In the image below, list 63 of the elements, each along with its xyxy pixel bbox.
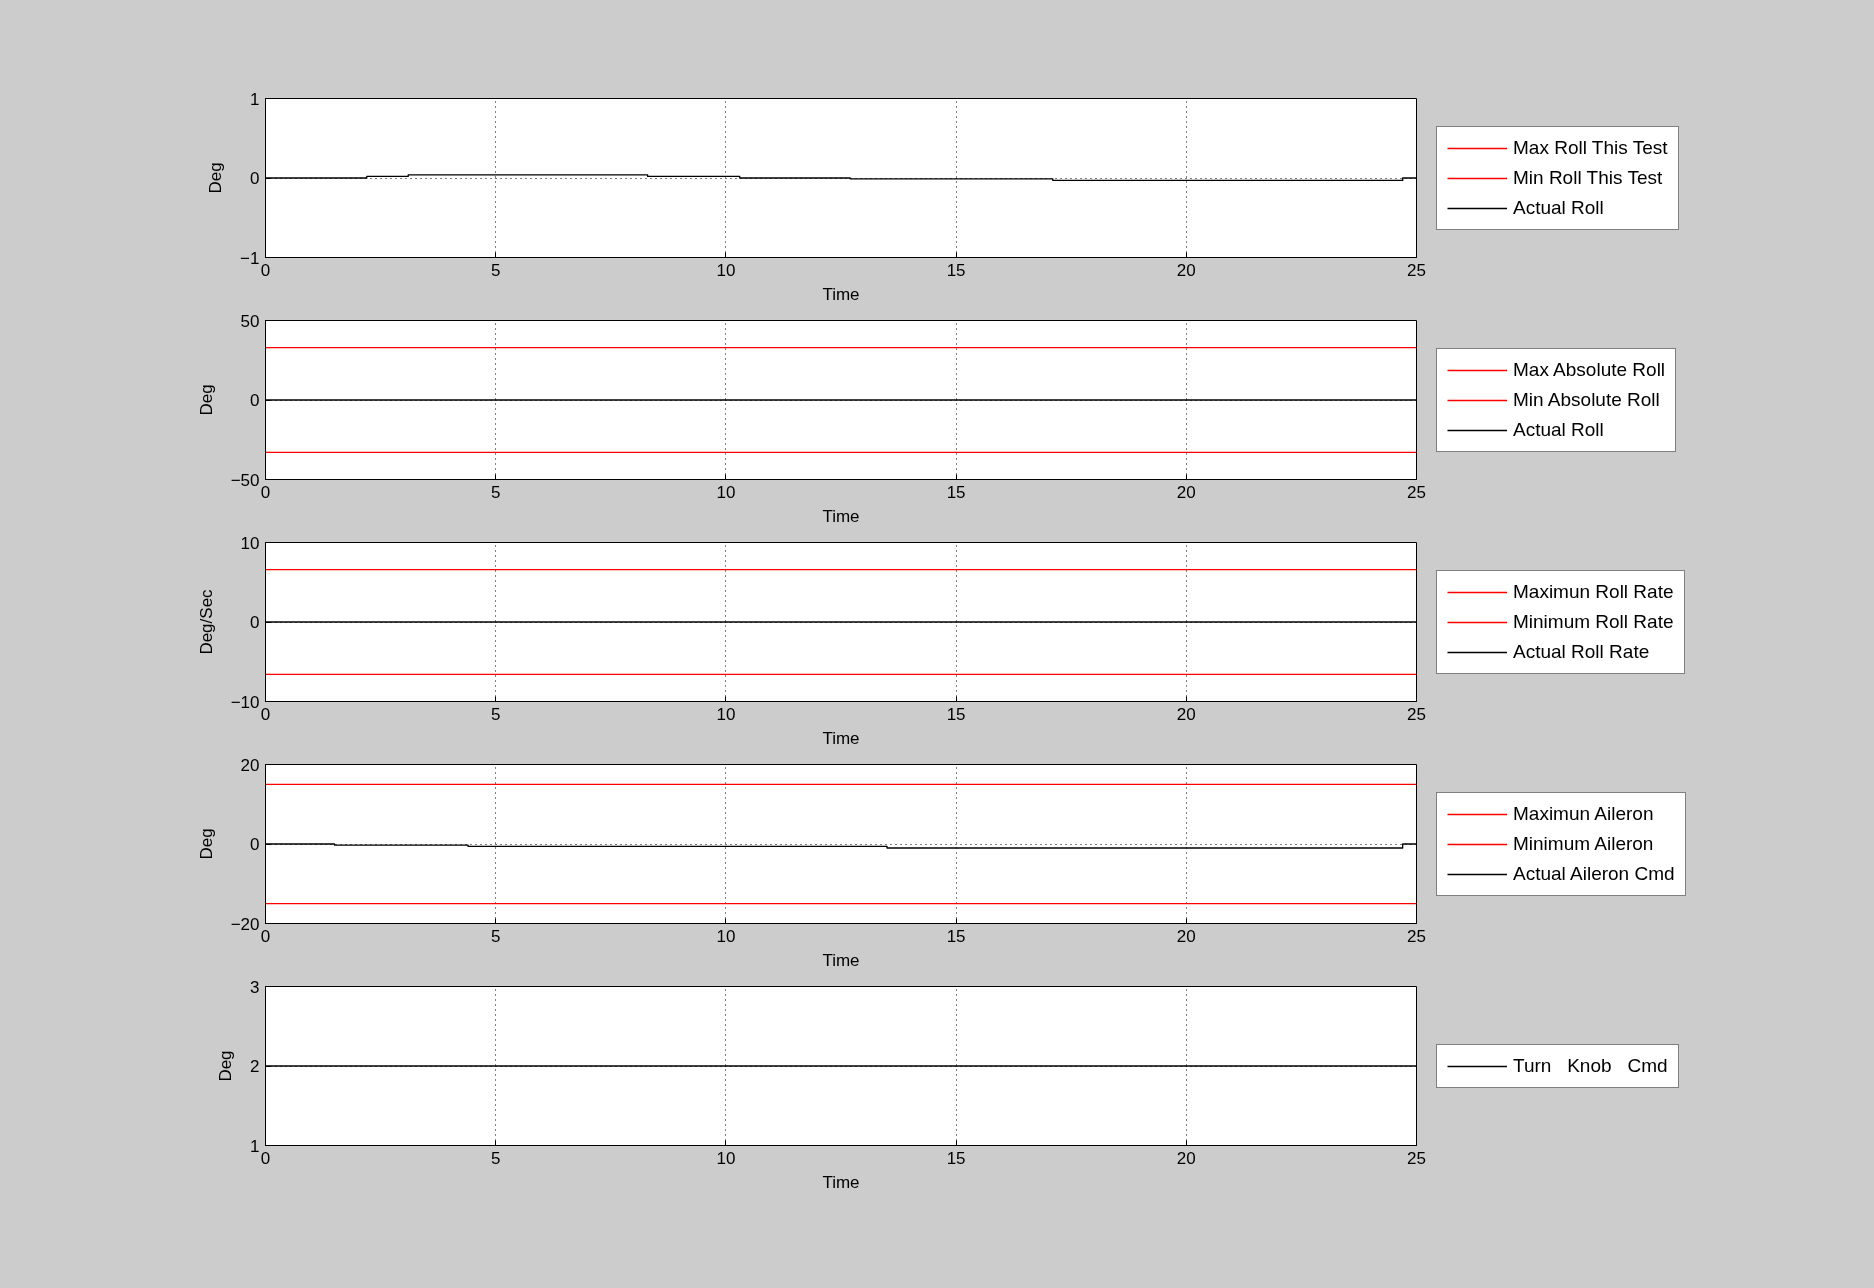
y-axis-title: Deg/Sec (196, 588, 216, 655)
y-tick-label: 0 (250, 169, 260, 188)
y-tick-label: 20 (240, 755, 260, 775)
y-tick-label: −20 (230, 914, 260, 934)
legend-label: Turn Knob Cmd (1513, 1054, 1668, 1077)
x-tick-label: 5 (490, 704, 501, 724)
legend-label: Actual Roll Rate (1513, 640, 1650, 663)
x-tick-label: 20 (1176, 704, 1196, 724)
x-tick-label: 25 (1407, 704, 1426, 724)
legend-label: Actual Aileron Cmd (1513, 862, 1675, 885)
x-tick-label: 15 (946, 482, 966, 502)
y-axis-title: Deg (216, 1050, 236, 1082)
y-axis-title: Deg (206, 162, 226, 194)
x-tick-label: 5 (490, 260, 501, 280)
x-tick-label: 25 (1407, 926, 1426, 946)
x-axis-title: Time (822, 284, 860, 304)
legend-label: Minimum Aileron (1513, 832, 1654, 855)
legend-label: Actual Roll (1513, 196, 1604, 219)
x-tick-label: 25 (1407, 260, 1426, 280)
y-tick-label: 3 (250, 977, 260, 997)
x-axis-title: Time (822, 1172, 860, 1192)
y-tick-label: −10 (230, 692, 260, 712)
y-tick-label: 0 (250, 835, 260, 854)
legend-label: Maximun Roll Rate (1513, 580, 1674, 603)
y-tick-label: −1 (240, 248, 260, 268)
x-tick-label: 10 (716, 704, 736, 724)
y-tick-label: 1 (250, 1136, 260, 1156)
x-tick-label: 15 (946, 926, 966, 946)
legend-label: Minimum Roll Rate (1513, 610, 1674, 633)
x-tick-label: 10 (716, 482, 736, 502)
x-tick-label: 5 (490, 1148, 501, 1168)
x-tick-label: 5 (490, 926, 501, 946)
legend-label: Min Roll This Test (1513, 166, 1663, 189)
x-tick-label: 25 (1407, 1148, 1426, 1168)
x-tick-label: 15 (946, 1148, 966, 1168)
x-tick-label: 10 (716, 260, 736, 280)
y-axis-title: Deg (196, 384, 216, 416)
x-tick-label: 20 (1176, 260, 1196, 280)
y-axis-title: Deg (196, 828, 216, 860)
x-tick-label: 10 (716, 1148, 736, 1168)
legend-label: Maximun Aileron (1513, 802, 1654, 825)
x-tick-label: 15 (946, 704, 966, 724)
y-tick-label: 1 (250, 89, 260, 109)
legend-label: Max Roll This Test (1513, 136, 1668, 159)
x-axis-title: Time (822, 506, 860, 526)
y-tick-label: 0 (250, 391, 260, 410)
x-axis-title: Time (822, 950, 860, 970)
y-tick-label: 50 (240, 311, 260, 331)
x-tick-label: 10 (716, 926, 736, 946)
x-tick-label: 20 (1176, 926, 1196, 946)
x-tick-label: 5 (490, 482, 501, 502)
y-tick-label: 10 (240, 533, 260, 553)
y-tick-label: −50 (230, 470, 260, 490)
x-tick-label: 20 (1176, 482, 1196, 502)
x-axis-title: Time (822, 728, 860, 748)
legend-label: Min Absolute Roll (1513, 388, 1660, 411)
legend-label: Max Absolute Roll (1513, 358, 1666, 381)
y-tick-label: 2 (250, 1057, 260, 1076)
x-tick-label: 20 (1176, 1148, 1196, 1168)
legend-label: Actual Roll (1513, 418, 1604, 441)
x-tick-label: 25 (1407, 482, 1426, 502)
y-tick-label: 0 (250, 613, 260, 632)
x-tick-label: 15 (946, 260, 966, 280)
